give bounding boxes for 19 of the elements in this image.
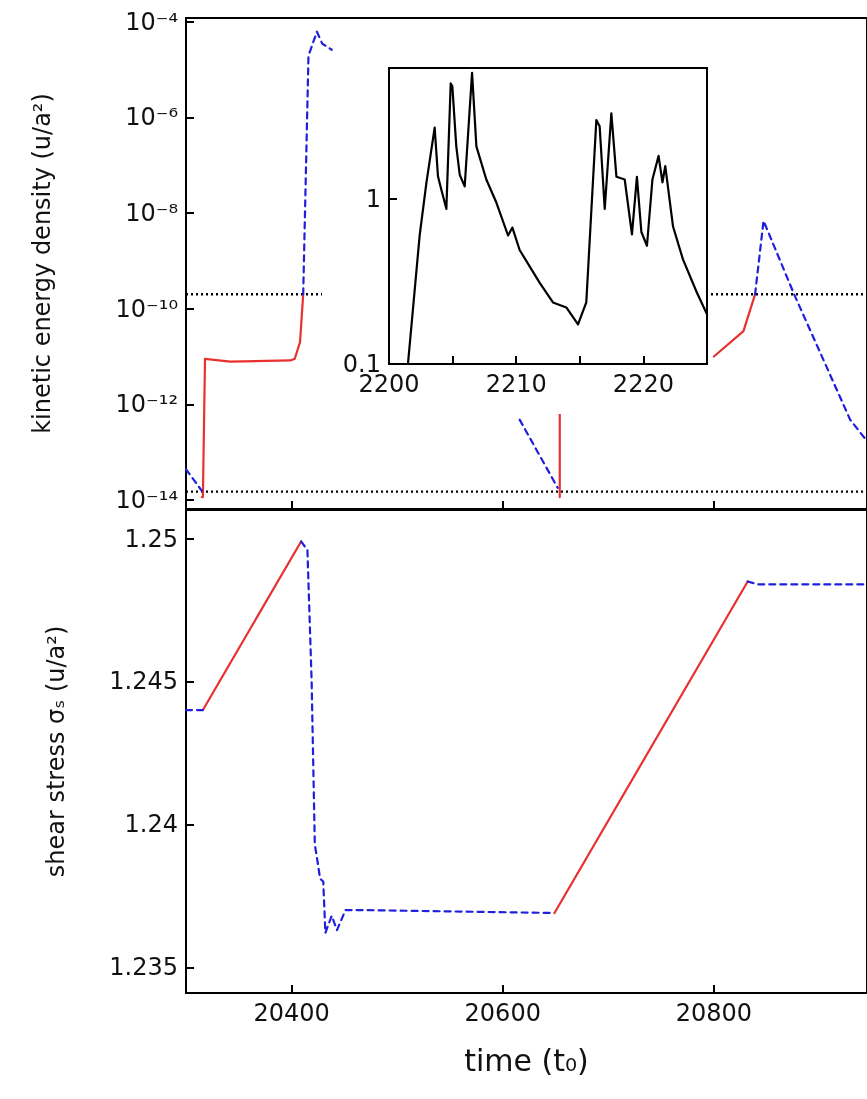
y-tick-label: 1.245 <box>109 667 178 696</box>
y-tick-label: 1 <box>365 184 381 213</box>
y-tick-label: 10⁻⁴ <box>125 7 178 36</box>
y-tick-label: 1.24 <box>124 810 178 839</box>
y-tick-label: 10⁻¹² <box>115 390 178 419</box>
x-tick-label: 20400 <box>253 999 330 1027</box>
x-tick-label: 2210 <box>485 370 547 398</box>
x-axis-title: time (t₀) <box>464 1042 589 1078</box>
y-tick-label: 10⁻¹⁰ <box>115 294 178 323</box>
x-tick-label: 20800 <box>675 999 753 1027</box>
y-axis-title: shear stress σₛ (u/a²) <box>42 625 70 878</box>
x-tick-label: 2220 <box>612 370 674 398</box>
y-tick-label: 10⁻⁸ <box>125 199 178 228</box>
x-tick-label: 20600 <box>464 999 541 1027</box>
y-tick-label: 1.25 <box>124 524 178 553</box>
y-tick-label: 10⁻⁶ <box>125 103 178 132</box>
y-tick-label: 10⁻¹⁴ <box>115 486 178 514</box>
y-tick-label: 1.235 <box>109 953 178 982</box>
y-axis-title: kinetic energy density (u/a²) <box>28 93 56 434</box>
